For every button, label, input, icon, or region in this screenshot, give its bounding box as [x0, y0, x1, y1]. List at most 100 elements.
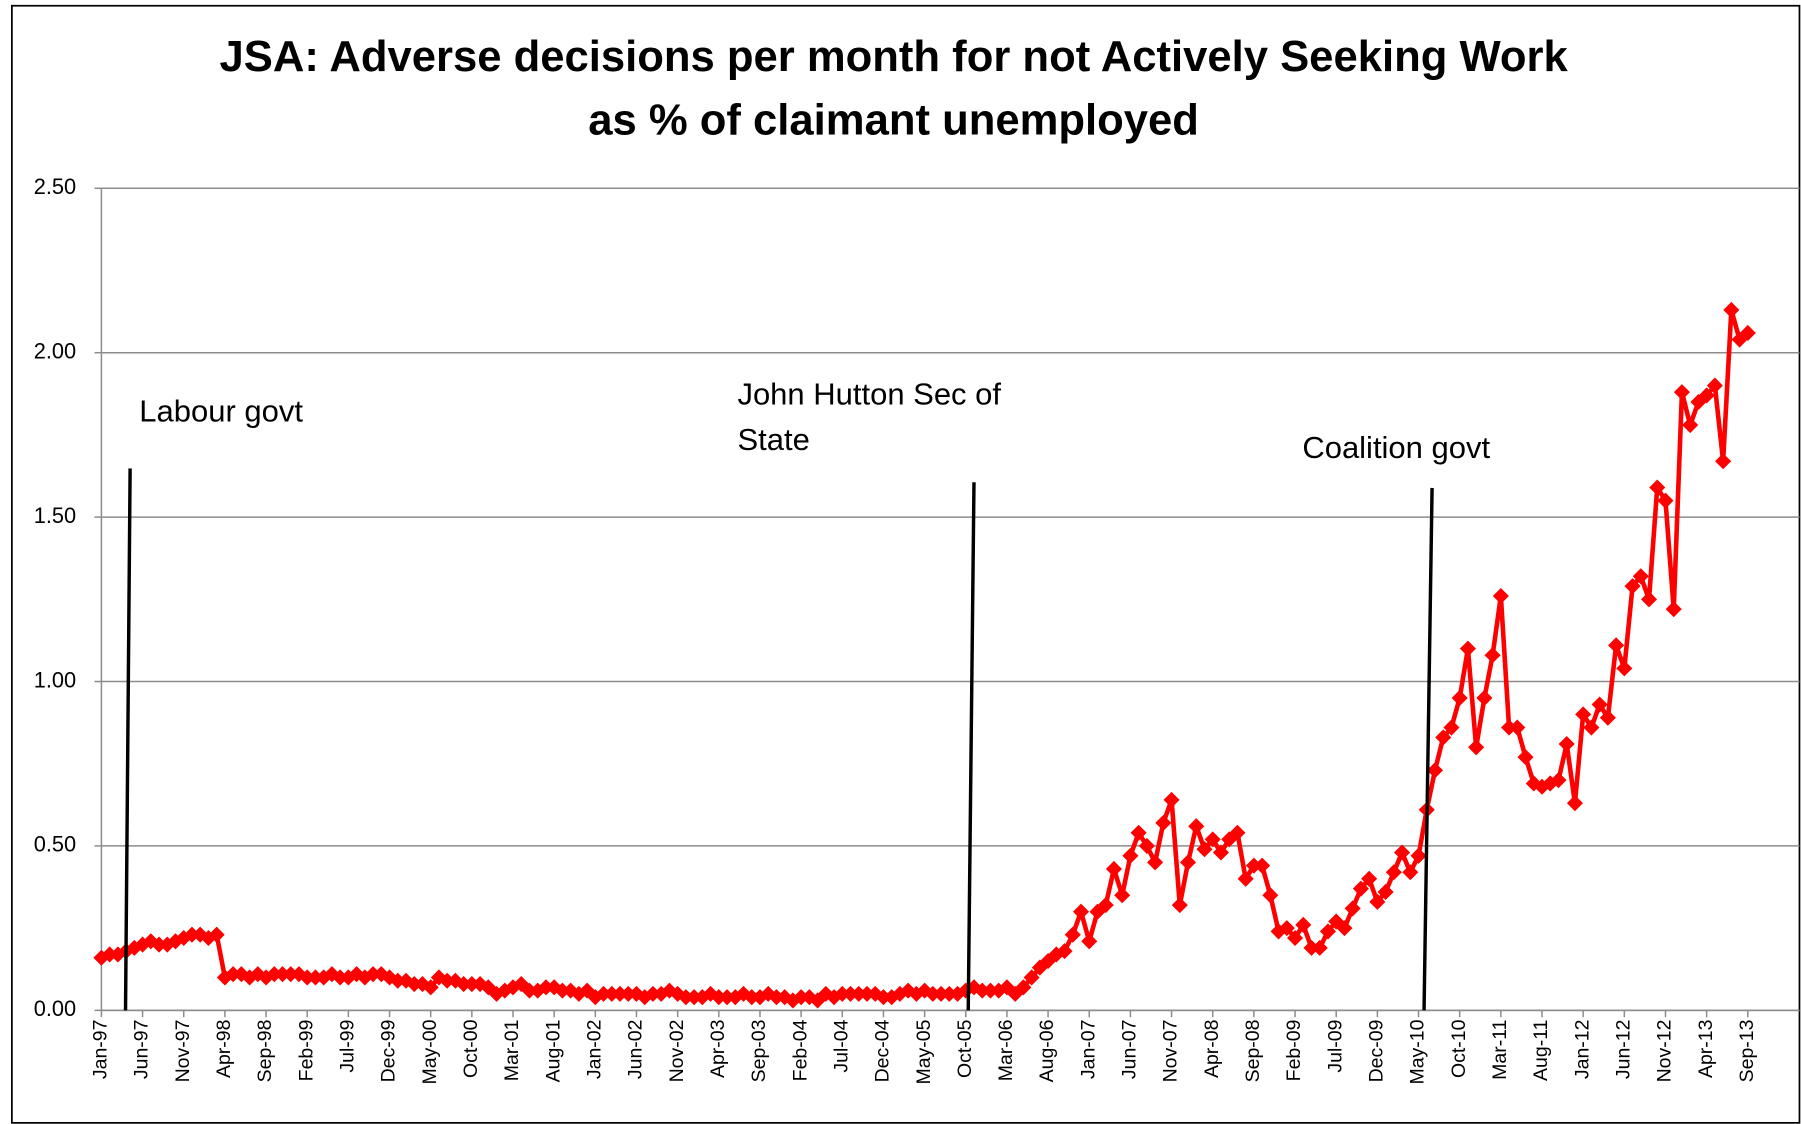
x-tick-label: Nov-12: [1654, 1020, 1676, 1083]
marker: [1410, 847, 1427, 864]
annotation-line: [1422, 487, 1434, 1011]
x-tick-label: Jun-02: [625, 1020, 647, 1080]
marker: [1385, 864, 1402, 881]
x-tick-label: Apr-13: [1695, 1020, 1717, 1079]
y-tick-label: 0.00: [34, 996, 76, 1021]
marker: [1394, 844, 1411, 861]
x-tick-label: Jan-02: [583, 1020, 605, 1080]
marker: [611, 985, 629, 1002]
marker: [1352, 880, 1369, 897]
marker: [1682, 417, 1699, 434]
marker: [1114, 887, 1131, 904]
marker: [1311, 939, 1328, 956]
marker: [1517, 749, 1534, 766]
marker: [1303, 939, 1320, 956]
x-tick-label: May-00: [419, 1019, 441, 1084]
x-tick-label: Feb-09: [1283, 1020, 1305, 1082]
x-tick-label: Sep-08: [1242, 1020, 1264, 1083]
x-tick-label: Mar-06: [995, 1020, 1017, 1082]
marker: [644, 985, 661, 1002]
x-tick-label: Apr-98: [213, 1020, 235, 1079]
x-tick-label: Apr-08: [1201, 1020, 1223, 1079]
marker: [1632, 568, 1649, 585]
marker: [1501, 719, 1518, 736]
marker: [1443, 719, 1460, 736]
plot-area: 0.00 0.50 1.00 1.50 2.00 2.50 Jan-97 Jun-97 Nov-…: [34, 174, 1800, 1085]
marker: [134, 936, 151, 953]
marker: [1624, 578, 1641, 595]
marker: [1056, 943, 1073, 960]
x-tick-label: Jul-09: [1324, 1020, 1346, 1073]
marker: [1171, 897, 1188, 914]
marker: [620, 985, 637, 1002]
marker: [1336, 920, 1353, 937]
marker: [842, 985, 859, 1002]
marker: [537, 979, 554, 996]
marker: [1015, 979, 1032, 996]
marker: [834, 985, 851, 1002]
marker: [1204, 831, 1221, 848]
marker: [1640, 591, 1658, 608]
marker: [1435, 729, 1452, 746]
marker: [151, 936, 168, 953]
marker: [1616, 660, 1633, 677]
marker: [1245, 857, 1262, 874]
marker: [974, 982, 991, 999]
series-line: [100, 307, 1750, 1003]
marker: [1583, 719, 1600, 736]
y-tick-label: 2.50: [34, 174, 76, 199]
marker: [439, 972, 456, 989]
marker: [1163, 791, 1180, 808]
marker: [1287, 929, 1304, 947]
x-tick-label: Sep-98: [254, 1020, 276, 1083]
marker: [1468, 739, 1485, 756]
x-tick-label: Aug-01: [542, 1020, 564, 1083]
marker: [274, 966, 291, 983]
marker: [332, 969, 349, 986]
x-tick-label: Nov-97: [172, 1020, 194, 1083]
x-tick-label: Jan-12: [1571, 1020, 1593, 1080]
marker: [1188, 818, 1205, 835]
marker: [850, 985, 867, 1002]
marker: [1591, 696, 1608, 713]
x-tick-label: Oct-10: [1448, 1019, 1470, 1078]
marker: [1484, 647, 1501, 664]
marker: [1138, 837, 1155, 854]
marker: [266, 966, 283, 983]
y-tick-label: 0.50: [34, 832, 76, 857]
marker: [249, 966, 266, 983]
marker: [299, 969, 316, 986]
marker: [1262, 887, 1279, 904]
marker: [101, 946, 118, 963]
marker: [1509, 719, 1526, 736]
y-tick-label: 1.00: [34, 667, 76, 692]
x-tick-label: Oct-00: [460, 1019, 482, 1078]
marker: [1608, 637, 1625, 654]
annotation-line: [123, 468, 132, 1011]
x-tick-label: Sep-03: [748, 1020, 770, 1083]
x-tick-label: Jun-07: [1119, 1020, 1141, 1080]
marker: [1476, 689, 1493, 706]
x-tick-label: Jul-99: [337, 1020, 359, 1073]
marker: [1558, 735, 1575, 753]
marker: [1402, 864, 1419, 881]
marker: [1155, 814, 1172, 831]
marker: [1665, 601, 1682, 618]
marker: [1599, 709, 1616, 726]
marker: [603, 985, 620, 1002]
marker: [595, 985, 612, 1002]
marker: [1673, 384, 1690, 401]
chart-title: as % of claimant unemployed: [588, 96, 1199, 144]
x-tick-label: Dec-99: [378, 1020, 400, 1083]
marker: [982, 982, 999, 999]
x-tick-label: Mar-01: [501, 1020, 523, 1082]
x-tick-label: Aug-11: [1530, 1020, 1552, 1081]
marker: [1739, 324, 1756, 342]
x-tick-label: Nov-07: [1160, 1020, 1182, 1083]
y-tick-label: 1.50: [34, 503, 76, 528]
marker: [1706, 377, 1723, 394]
chart-frame: [11, 4, 1801, 1124]
marker: [1451, 689, 1468, 706]
marker: [1105, 860, 1122, 877]
marker: [1295, 916, 1312, 933]
